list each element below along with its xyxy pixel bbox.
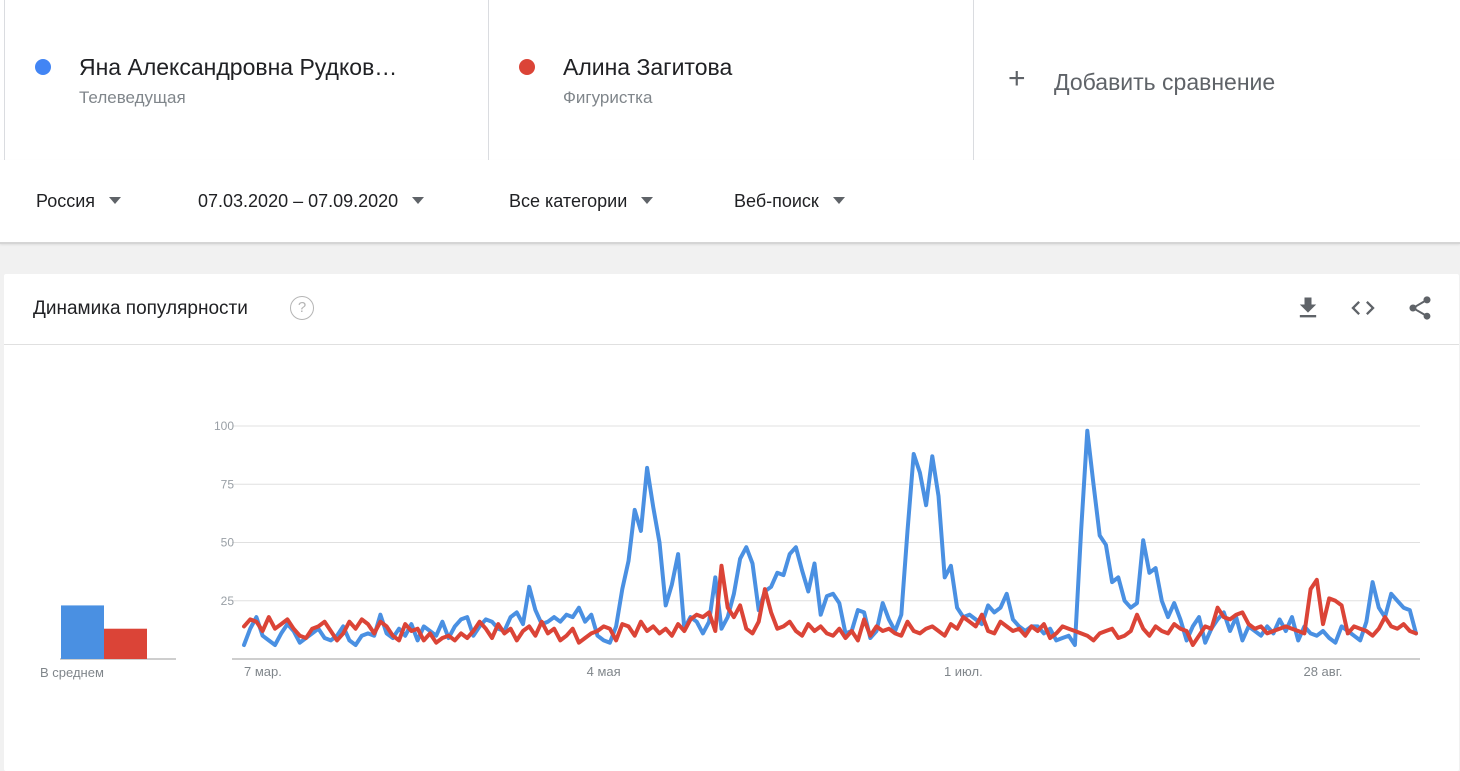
term-1-name: Яна Александровна Рудков… [79,54,398,80]
term-2-name: Алина Загитова [563,54,733,80]
chevron-down-icon [641,196,654,204]
region-dropdown[interactable]: Россия [36,191,122,212]
interest-over-time-card: Динамика популярности ? В среднем 100 75 5… [4,274,1459,771]
y-tick-label: 75 [221,477,235,491]
embed-icon[interactable] [1349,294,1377,322]
help-icon[interactable]: ? [290,296,314,320]
date-range-label: 07.03.2020 – 07.09.2020 [198,191,399,211]
search-type-dropdown[interactable]: Веб-поиск [734,191,845,212]
plus-icon: + [1008,62,1026,95]
category-dropdown[interactable]: Все категории [509,191,654,212]
chevron-down-icon [832,196,845,204]
term-1-subtitle: Телеведущая [79,88,186,107]
search-term-1[interactable]: Яна Александровна Рудков… Телеведущая [4,0,489,160]
x-tick-label: 1 июл. [944,664,983,679]
date-range-dropdown[interactable]: 07.03.2020 – 07.09.2020 [198,191,425,212]
share-icon[interactable] [1406,294,1434,322]
add-comparison-label: Добавить сравнение [1054,69,1276,95]
term-2-color-dot [519,59,535,75]
chevron-down-icon [412,196,425,204]
average-bar [61,605,104,659]
y-tick-label: 25 [221,594,235,608]
search-terms-bar: Яна Александровна Рудков… Телеведущая Ал… [0,0,1460,161]
average-bar [104,628,147,659]
add-comparison-button[interactable]: + Добавить сравнение [973,0,1460,160]
y-tick-label: 50 [221,536,235,550]
term-2-subtitle: Фигуристка [563,88,653,107]
download-icon[interactable] [1294,294,1322,322]
chevron-down-icon [109,196,122,204]
x-tick-label: 4 мая [587,664,621,679]
average-label: В среднем [40,665,104,680]
filters-bar: Россия 07.03.2020 – 07.09.2020 Все катег… [0,160,1460,244]
x-tick-label: 7 мар. [244,664,282,679]
interest-chart: 100 75 50 25 7 мар. 4 мая 1 июл. 28 авг. [60,419,1420,679]
category-label: Все категории [509,191,628,211]
x-tick-label: 28 авг. [1303,664,1342,679]
card-header: Динамика популярности ? [4,274,1459,345]
search-type-label: Веб-поиск [734,191,819,211]
region-label: Россия [36,191,96,211]
search-term-2[interactable]: Алина Загитова Фигуристка [488,0,974,160]
y-tick-label: 100 [214,419,234,433]
series-line-2 [242,563,1418,647]
card-title: Динамика популярности [33,298,248,319]
term-1-color-dot [35,59,51,75]
